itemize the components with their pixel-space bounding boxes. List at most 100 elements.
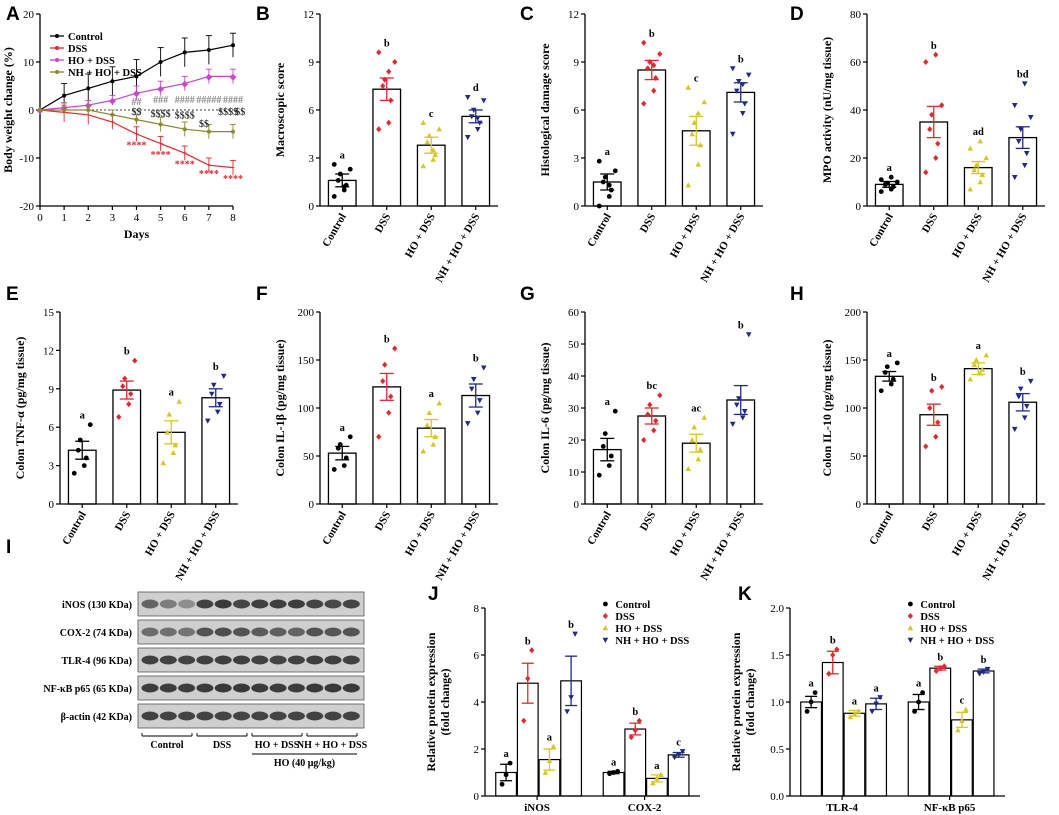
bar [963, 367, 993, 505]
data-point [550, 743, 557, 749]
data-point [596, 203, 602, 209]
y-tick-label: 4 [474, 697, 480, 709]
significance-letter: c [960, 696, 965, 707]
x-tick-label: 4 [134, 212, 140, 224]
data-point [959, 717, 965, 723]
y-axis-label: Histological damage score [538, 43, 552, 177]
data-point [612, 168, 618, 174]
panel-letter-E: E [6, 284, 19, 305]
data-point [847, 714, 854, 720]
blot-band-label: COX-2 (74 KDa) [60, 628, 132, 639]
bar [602, 771, 625, 797]
y-tick-label: 100 [298, 403, 315, 415]
data-point [929, 111, 935, 118]
data-point [1011, 175, 1018, 181]
y-tick-label: 200 [845, 307, 862, 319]
data-point [939, 383, 945, 390]
category-label: Control [320, 212, 349, 250]
significance-letter: a [429, 389, 435, 400]
data-point [335, 445, 341, 451]
significance-letter: b [525, 636, 531, 647]
data-point [62, 93, 67, 98]
blot-band [141, 711, 159, 721]
data-point [979, 366, 986, 372]
data-point [1015, 139, 1022, 145]
y-tick-label: 20 [568, 435, 580, 447]
significance-letter: a [916, 679, 922, 690]
blot-band [196, 627, 214, 637]
blot-band [324, 655, 342, 665]
category-label: Control [867, 212, 896, 250]
data-point [424, 422, 431, 428]
data-point [923, 443, 929, 450]
blot-band [269, 627, 287, 637]
data-point [468, 114, 475, 120]
data-point [343, 455, 349, 461]
data-point [741, 101, 748, 107]
legend-label: NH + HO + DSS [68, 68, 142, 79]
significance-letter: a [340, 423, 346, 434]
significance-letter: a [340, 150, 346, 161]
category-label: DSS [638, 510, 658, 533]
lane-group-label: HO + DSS [255, 740, 300, 751]
data-point [877, 695, 883, 701]
panel-letter-I: I [6, 537, 11, 558]
data-point [729, 131, 736, 137]
blot-band-label: TLR-4 (96 KDa) [61, 656, 132, 667]
data-point [733, 88, 740, 94]
data-point [695, 456, 702, 462]
data-point [647, 401, 653, 408]
y-axis-label: Colon TNF-α (pg/mg tissue) [13, 337, 27, 480]
data-point [697, 446, 704, 452]
data-point [826, 670, 832, 677]
data-point [651, 62, 657, 69]
data-point [166, 411, 173, 417]
significance-letter: b [937, 652, 943, 663]
data-point [632, 727, 638, 734]
y-axis-label: MPO activity (nU/mg tissue) [820, 37, 834, 183]
bar [972, 670, 995, 797]
data-point [430, 441, 437, 447]
category-label: DSS [920, 212, 940, 235]
blot-band-label: NF-κB p65 (65 KDa) [43, 684, 132, 695]
data-point: ◆ [109, 95, 116, 105]
bar [1008, 401, 1038, 505]
significance-annotation: $$ [199, 119, 209, 130]
data-point [701, 414, 708, 420]
data-point [386, 119, 392, 126]
legend-marker [907, 613, 913, 619]
x-tick-label: 7 [206, 212, 212, 224]
data-point [977, 138, 984, 144]
y-axis-label: Relative protein expression [424, 632, 438, 771]
data-point [869, 709, 875, 715]
data-point [420, 163, 427, 169]
blot-band [342, 655, 360, 665]
category-label: DSS [638, 212, 658, 235]
data-point [160, 460, 167, 466]
data-point [977, 370, 984, 376]
data-point [606, 194, 612, 199]
data-point [878, 388, 884, 394]
data-point [182, 127, 187, 132]
data-point [650, 780, 656, 786]
category-label: Control [320, 510, 349, 548]
data-point [436, 400, 443, 406]
data-point [464, 135, 471, 141]
category-label: NH + HO + DSS [433, 212, 482, 285]
y-tick-label: 0 [574, 499, 580, 511]
data-point [331, 194, 337, 199]
data-point [128, 390, 134, 397]
significance-letter: a [887, 349, 893, 360]
data-point [392, 59, 398, 65]
x-tick-label: 5 [158, 212, 164, 224]
bar [112, 389, 142, 505]
significance-letter: b [124, 347, 130, 358]
data-point [689, 131, 696, 137]
data-point [208, 391, 215, 397]
blot-band [159, 655, 177, 665]
blot-band [178, 627, 196, 637]
data-point [941, 663, 947, 670]
bar [726, 91, 756, 207]
panel-C: C 0 3 6 9 12 Histological damage score a Control… [520, 4, 763, 284]
